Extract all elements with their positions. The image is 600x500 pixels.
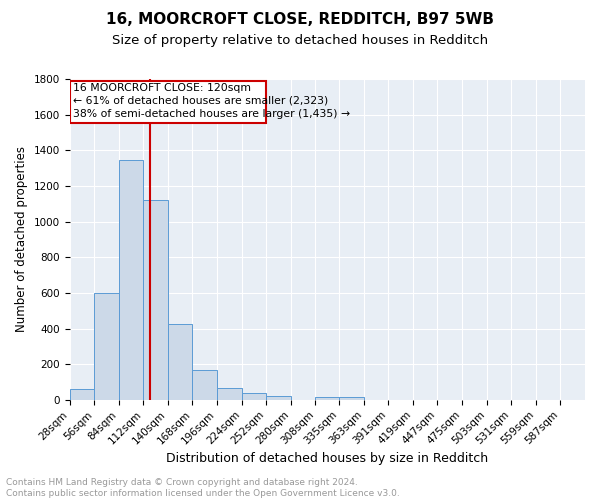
Bar — [242, 393, 266, 400]
Y-axis label: Number of detached properties: Number of detached properties — [15, 146, 28, 332]
Bar — [316, 397, 340, 400]
Bar — [168, 324, 193, 400]
Bar — [70, 389, 94, 400]
Text: 16, MOORCROFT CLOSE, REDDITCH, B97 5WB: 16, MOORCROFT CLOSE, REDDITCH, B97 5WB — [106, 12, 494, 28]
X-axis label: Distribution of detached houses by size in Redditch: Distribution of detached houses by size … — [166, 452, 488, 465]
Bar — [143, 200, 168, 400]
Text: ← 61% of detached houses are smaller (2,323): ← 61% of detached houses are smaller (2,… — [73, 96, 328, 106]
Bar — [119, 160, 143, 400]
Text: 16 MOORCROFT CLOSE: 120sqm: 16 MOORCROFT CLOSE: 120sqm — [73, 82, 251, 92]
Bar — [266, 396, 291, 400]
Bar — [193, 370, 217, 400]
Bar — [94, 293, 119, 400]
Text: Contains HM Land Registry data © Crown copyright and database right 2024.
Contai: Contains HM Land Registry data © Crown c… — [6, 478, 400, 498]
Text: Size of property relative to detached houses in Redditch: Size of property relative to detached ho… — [112, 34, 488, 47]
Bar — [339, 397, 364, 400]
Text: 38% of semi-detached houses are larger (1,435) →: 38% of semi-detached houses are larger (… — [73, 109, 350, 119]
Bar — [70, 81, 266, 122]
Bar — [217, 388, 242, 400]
